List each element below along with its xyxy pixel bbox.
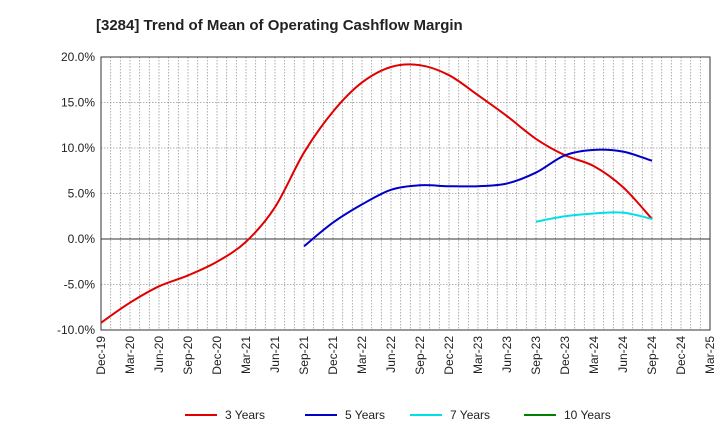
- y-tick-label: -10.0%: [57, 323, 95, 337]
- series-line-5-years: [303, 148, 653, 248]
- legend-label-5-years: 5 Years: [345, 408, 385, 422]
- x-tick-label: Dec-24: [674, 336, 688, 375]
- x-tick-label: Jun-23: [500, 336, 514, 373]
- x-tick-label: Jun-22: [384, 336, 398, 373]
- x-tick-label: Jun-21: [268, 336, 282, 373]
- y-tick-label: -5.0%: [64, 278, 96, 292]
- x-tick-label: Mar-23: [471, 336, 485, 374]
- x-tick-label: Dec-23: [558, 336, 572, 375]
- chart-title: [3284] Trend of Mean of Operating Cashfl…: [96, 17, 463, 34]
- x-tick-label: Jun-24: [616, 336, 630, 373]
- legend-label-7-years: 7 Years: [450, 408, 490, 422]
- legend-label-3-years: 3 Years: [225, 408, 265, 422]
- series-line-3-years: [100, 63, 653, 324]
- x-tick-label: Dec-21: [326, 336, 340, 375]
- x-tick-label: Sep-22: [413, 336, 427, 375]
- x-tick-label: Mar-21: [239, 336, 253, 374]
- x-tick-label: Sep-20: [181, 336, 195, 375]
- y-tick-label: 5.0%: [68, 187, 96, 201]
- plot-border: [100, 56, 711, 331]
- x-tick-label: Mar-22: [355, 336, 369, 374]
- series-line-7-years: [535, 211, 653, 223]
- y-tick-label: 15.0%: [61, 96, 95, 110]
- x-tick-label: Dec-22: [442, 336, 456, 375]
- x-tick-label: Mar-20: [123, 336, 137, 374]
- x-tick-label: Mar-25: [703, 336, 717, 374]
- x-tick-label: Dec-19: [94, 336, 108, 375]
- x-tick-label: Sep-23: [529, 336, 543, 375]
- y-tick-label: 10.0%: [61, 141, 95, 155]
- x-tick-label: Mar-24: [587, 336, 601, 374]
- x-tick-label: Jun-20: [152, 336, 166, 373]
- legend-label-10-years: 10 Years: [564, 408, 611, 422]
- x-tick-label: Sep-21: [297, 336, 311, 375]
- x-tick-label: Dec-20: [210, 336, 224, 375]
- x-tick-label: Sep-24: [645, 336, 659, 375]
- y-tick-label: 0.0%: [68, 232, 96, 246]
- y-tick-label: 20.0%: [61, 50, 95, 64]
